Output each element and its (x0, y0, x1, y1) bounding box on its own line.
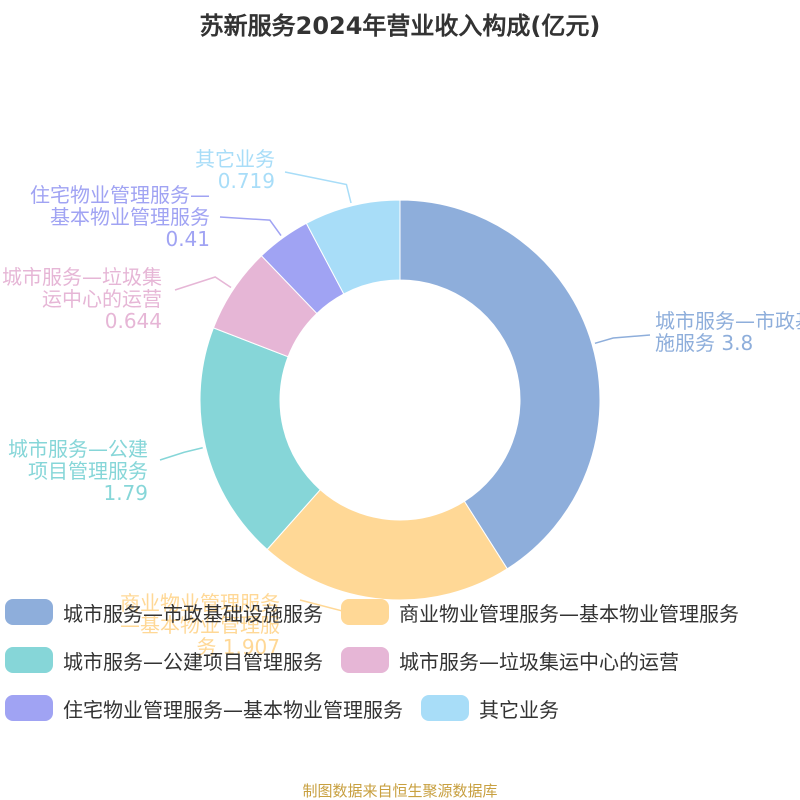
legend-item: 城市服务—公建项目管理服务 (5, 636, 323, 684)
source: 制图数据来自恒生聚源数据库 (302, 782, 498, 800)
legend-swatch (421, 695, 469, 721)
legend-label: 商业物业管理服务—基本物业管理服务 (399, 601, 739, 626)
legend-swatch (341, 647, 389, 673)
legend-item: 商业物业管理服务—基本物业管理服务 (341, 588, 739, 636)
label-value: 0.41 (165, 227, 210, 251)
leader-line (219, 216, 282, 236)
legend-label: 城市服务—公建项目管理服务 (63, 649, 323, 674)
legend-item: 城市服务—垃圾集运中心的运营 (341, 636, 679, 684)
legend-label: 城市服务—市政基础设施服务 (63, 601, 323, 626)
slice (399, 199, 601, 570)
label-value: 1.907 (222, 635, 280, 659)
label-value: 3.8 (721, 331, 754, 355)
data-label: 城市服务—垃圾集运中心的运营 0.644 (0, 266, 162, 332)
label-name: 城市服务—公建项目管理服务 (8, 437, 148, 483)
leader-line (159, 447, 203, 461)
label-name: 商业物业管理服务—基本物业管理服务 (120, 591, 280, 659)
label-value: 0.644 (104, 309, 162, 333)
legend: 城市服务—市政基础设施服务 商业物业管理服务—基本物业管理服务 城市服务—公建项目管… (5, 588, 800, 732)
legend-label: 其它业务 (479, 697, 559, 722)
label-value: 0.719 (217, 169, 275, 193)
label-name: 城市服务—垃圾集运中心的运营 (2, 265, 162, 311)
legend-label: 住宅物业管理服务—基本物业管理服务 (63, 697, 403, 722)
legend-swatch (5, 695, 53, 721)
slice (305, 199, 401, 295)
label-name: 其它业务 (195, 147, 275, 171)
label-name: 住宅物业管理服务—基本物业管理服务 (30, 183, 210, 229)
legend-item: 住宅物业管理服务—基本物业管理服务 (5, 684, 403, 732)
legend-item: 城市服务—市政基础设施服务 (5, 588, 323, 636)
legend-swatch (341, 599, 389, 625)
leader-line (284, 171, 352, 204)
legend-swatch (5, 599, 53, 625)
label-name: 城市服务—市政基础设施服务 (655, 309, 800, 355)
label-value: 1.79 (103, 481, 148, 505)
slice (266, 488, 508, 601)
leader-line (594, 334, 651, 345)
data-label: 其它业务 0.719 (160, 148, 275, 192)
data-label: 城市服务—市政基础设施服务 3.8 (655, 310, 800, 354)
data-label: 城市服务—公建项目管理服务 1.79 (0, 438, 148, 504)
legend-swatch (5, 647, 53, 673)
leader-line (174, 276, 232, 291)
legend-item: 其它业务 (421, 684, 559, 732)
legend-label: 城市服务—垃圾集运中心的运营 (399, 649, 679, 674)
chart-title: 苏新服务2024年营业收入构成(亿元) (199, 12, 601, 40)
slice (199, 327, 321, 551)
data-label: 住宅物业管理服务—基本物业管理服务 0.41 (30, 184, 210, 250)
data-label: 商业物业管理服务—基本物业管理服务 1.907 (110, 592, 280, 658)
